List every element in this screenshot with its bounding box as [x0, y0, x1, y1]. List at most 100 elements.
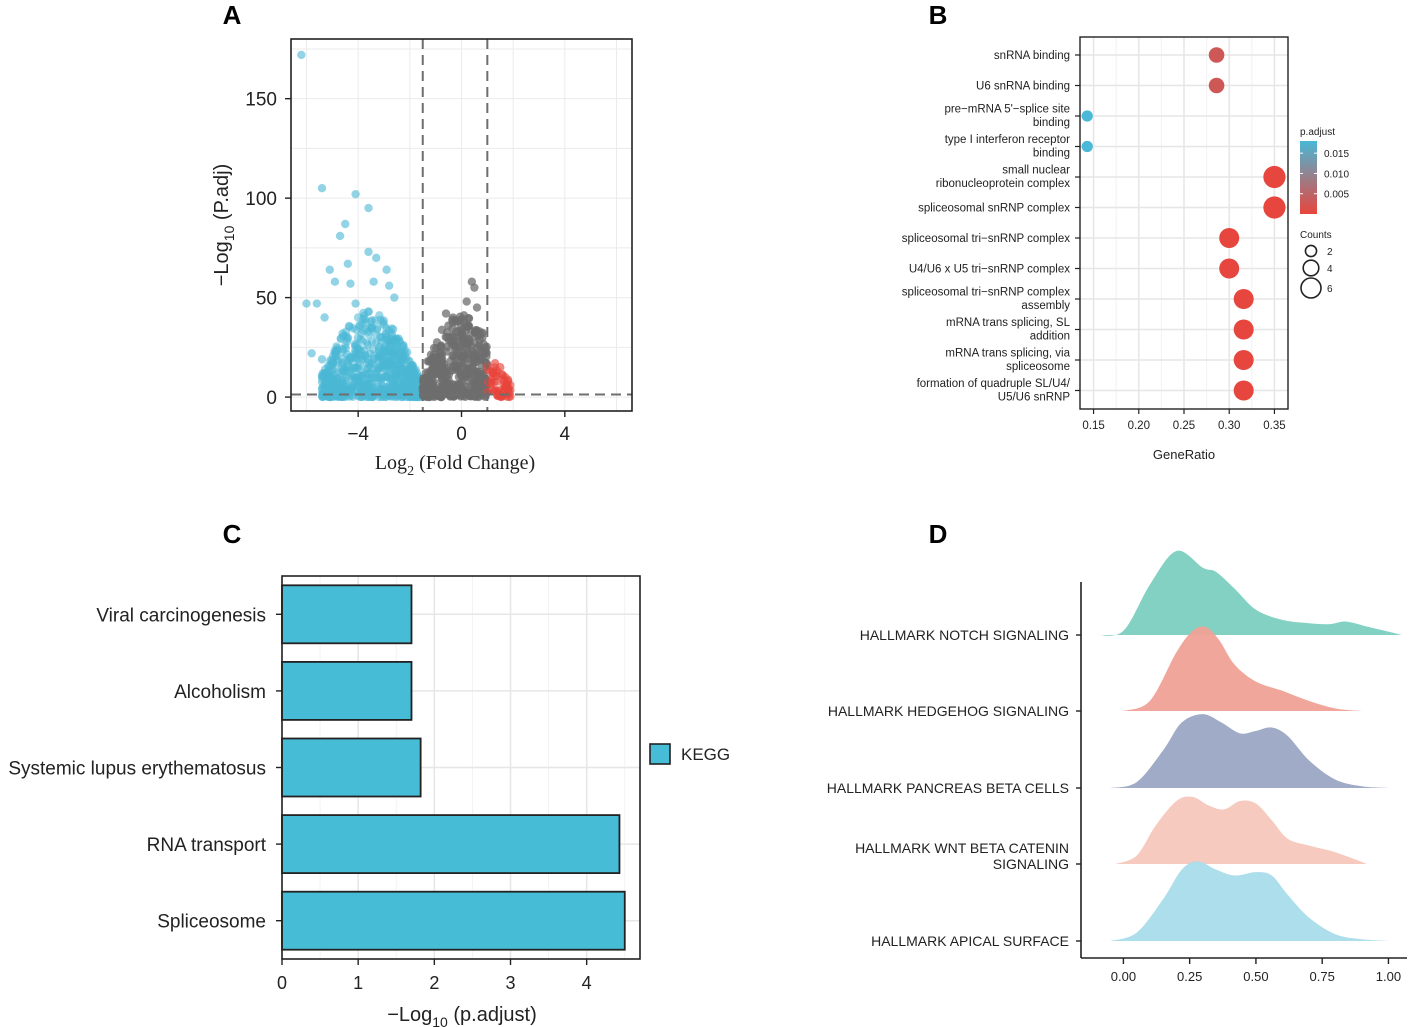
volcano-point: [423, 368, 433, 378]
kegg-bar-chart: Viral carcinogenesis Alcoholism Systemic l…: [8, 575, 730, 1027]
dot-plot-point: [1219, 258, 1240, 279]
volcano-point: [426, 350, 436, 359]
volcano-y-tick-label: 150: [245, 90, 277, 111]
padj-legend-label: 0.010: [1324, 169, 1349, 180]
bar-chart-category-label: Alcoholism: [174, 682, 266, 703]
volcano-point-down: [351, 189, 360, 199]
volcano-point-down: [330, 277, 340, 286]
bar-chart-category-label: RNA transport: [147, 835, 267, 856]
volcano-point: [487, 376, 496, 385]
volcano-point: [356, 386, 366, 395]
dot-plot-point: [1208, 47, 1225, 63]
volcano-point-down: [369, 277, 378, 286]
volcano-point: [437, 325, 447, 335]
volcano-point: [363, 341, 372, 350]
volcano-x-title-rest: (Fold Change): [414, 452, 535, 474]
volcano-point: [338, 347, 347, 357]
volcano-point: [388, 365, 397, 374]
volcano-point: [435, 363, 445, 372]
dot-plot-term-label: U4/U6 x U5 tri−snRNP complex: [909, 264, 1070, 276]
bar-chart-x-tick-label: 0: [277, 973, 287, 993]
volcano-point-down: [351, 299, 360, 308]
volcano-point-down: [343, 259, 353, 268]
volcano-point-down: [325, 265, 334, 274]
dot-plot-term-label: type I interferon receptor: [945, 134, 1070, 146]
volcano-point-down: [317, 355, 327, 364]
volcano-point: [387, 329, 396, 338]
bar-chart-x-tick-label: 4: [582, 973, 592, 993]
volcano-point: [453, 334, 463, 343]
volcano-point: [344, 322, 354, 331]
volcano-point-ns: [472, 303, 482, 312]
volcano-point: [457, 352, 466, 361]
volcano-point-ns: [470, 283, 479, 292]
dot-plot-point: [1219, 228, 1240, 248]
dot-plot-term-label: binding: [1033, 117, 1070, 129]
volcano-point-down: [320, 313, 329, 322]
volcano-point: [364, 368, 374, 378]
volcano-point-up: [503, 376, 513, 386]
volcano-point: [352, 364, 361, 373]
ridge-density: [1123, 626, 1362, 711]
kegg-bar: [281, 661, 413, 721]
volcano-point: [401, 377, 410, 387]
volcano-point-down: [384, 281, 394, 290]
dot-plot-axes: snRNA binding U6 snRNA binding pre−mRNA 5'…: [902, 50, 1286, 432]
volcano-point: [356, 347, 366, 356]
volcano-point: [470, 386, 479, 396]
dot-plot-term-label: spliceosomal tri−snRNP complex: [902, 287, 1070, 299]
volcano-point: [342, 356, 351, 366]
volcano-point-up: [488, 369, 497, 378]
dot-plot-x-axis-title: GeneRatio: [1153, 447, 1215, 462]
kegg-bar: [281, 737, 422, 798]
volcano-x-axis-title: Log2 (Fold Change): [375, 452, 535, 479]
volcano-point: [440, 388, 450, 397]
volcano-point: [448, 351, 457, 360]
bar-chart-axes: Viral carcinogenesis Alcoholism Systemic l…: [8, 605, 591, 993]
volcano-point: [446, 366, 455, 376]
volcano-x-tick-label: 0: [456, 424, 467, 445]
volcano-point: [321, 380, 330, 389]
volcano-point: [398, 356, 407, 366]
volcano-point: [331, 350, 341, 359]
ridgeline-x-tick-label: 0.75: [1310, 969, 1335, 984]
bar-chart-x-tick-label: 1: [353, 973, 363, 993]
volcano-point: [474, 374, 483, 384]
volcano-point: [377, 349, 386, 359]
volcano-x-tick-label: −4: [347, 424, 369, 445]
ridgeline-series-label: SIGNALING: [993, 856, 1069, 872]
volcano-point: [452, 345, 461, 354]
ridgeline-series-label: HALLMARK HEDGEHOG SIGNALING: [828, 703, 1069, 719]
counts-legend-key: [1302, 259, 1320, 277]
volcano-point: [478, 333, 487, 343]
volcano-point: [405, 357, 414, 366]
bar-chart-category-label: Systemic lupus erythematosus: [8, 759, 266, 780]
panel-label-b: B: [929, 0, 948, 30]
volcano-point: [398, 342, 407, 351]
volcano-point-down: [307, 349, 316, 358]
dot-plot-term-label: U6 snRNA binding: [976, 81, 1070, 93]
volcano-point: [380, 372, 390, 381]
volcano-point-ns: [441, 309, 451, 318]
volcano-y-tick-label: 0: [266, 388, 277, 409]
volcano-points: [297, 50, 515, 402]
volcano-point: [321, 391, 330, 401]
panel-label-a: A: [223, 0, 242, 30]
padj-colorbar: [1300, 141, 1317, 214]
volcano-point: [358, 355, 367, 364]
volcano-threshold-lines: [291, 39, 632, 411]
volcano-point-down: [335, 231, 345, 241]
dot-plot-x-tick-label: 0.30: [1218, 420, 1240, 432]
volcano-point-down: [312, 299, 322, 308]
go-dot-plot: snRNA binding U6 snRNA binding pre−mRNA 5'…: [902, 36, 1349, 462]
volcano-point: [338, 377, 348, 386]
dot-plot-x-tick-label: 0.20: [1128, 420, 1150, 432]
dot-plot-point: [1081, 110, 1093, 122]
volcano-point: [377, 381, 387, 390]
volcano-point-down: [390, 293, 399, 302]
volcano-point: [377, 333, 387, 342]
volcano-point: [326, 361, 335, 370]
counts-legend-key: [1304, 244, 1318, 258]
volcano-x-tick-label: 4: [560, 424, 571, 445]
